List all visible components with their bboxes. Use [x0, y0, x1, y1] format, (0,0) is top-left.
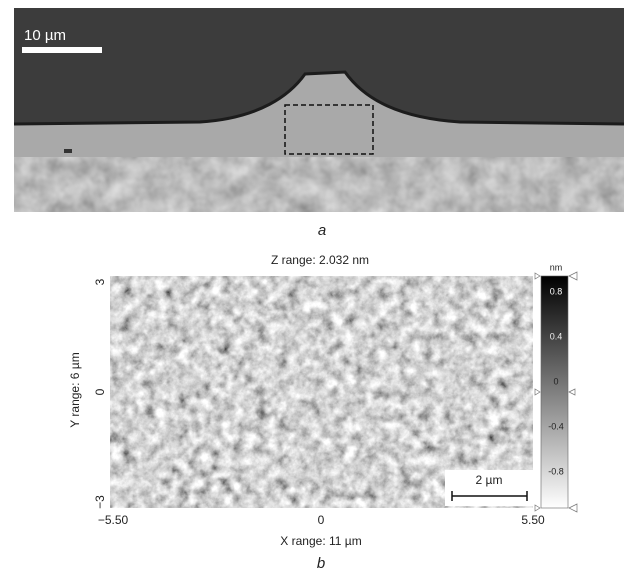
scale-bar-label: 2 µm: [476, 473, 503, 487]
panel-b: Z range: 2.032 nm 2 µm 3 0 −3 Y range: 6…: [68, 253, 578, 572]
x-tick-label: −5.50: [98, 513, 129, 527]
substrate: [14, 157, 624, 212]
scale-bar: [22, 47, 102, 53]
region-box: [284, 104, 374, 155]
film: [14, 72, 624, 157]
colorbar-tick: -0.8: [548, 466, 564, 476]
y-tick-label: −3: [93, 495, 107, 509]
x-axis-label: X range: 11 µm: [280, 534, 361, 548]
scale-bar-label: 10 µm: [24, 27, 66, 44]
x-tick-label: 5.50: [521, 513, 545, 527]
colorbar: [540, 275, 569, 509]
panel-label: b: [317, 555, 325, 572]
afm-image: [110, 276, 533, 508]
colorbar-tick: 0: [553, 376, 558, 386]
colorbar-tick: 0.4: [550, 331, 563, 341]
x-tick-label: 0: [318, 513, 325, 527]
colorbar-tick: 0.8: [550, 286, 563, 296]
y-axis-label: Y range: 6 µm: [68, 352, 82, 427]
colorbar-markers: [534, 271, 578, 513]
panel-a: 10 µm a: [13, 8, 625, 239]
title: Z range: 2.032 nm: [271, 253, 369, 267]
particle: [64, 149, 72, 153]
colorbar-tick: -0.4: [548, 421, 564, 431]
y-tick-label: 0: [93, 388, 107, 395]
y-tick-label: 3: [93, 278, 107, 285]
scale-box: [445, 470, 533, 506]
panel-label: a: [318, 222, 326, 239]
film-edge: [13, 70, 625, 126]
colorbar-unit: nm: [550, 262, 563, 272]
